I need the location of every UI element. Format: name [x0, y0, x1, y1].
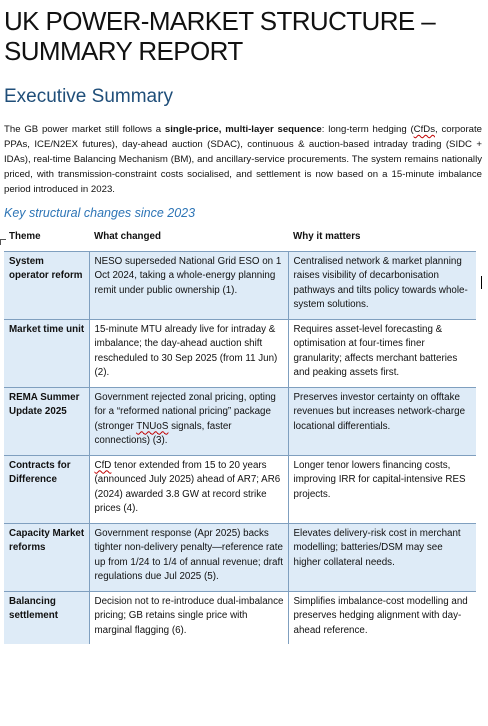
row-why-it-matters: Centralised network & market planning ra…	[287, 250, 476, 319]
row-why-it-matters: Longer tenor lowers financing costs, imp…	[287, 454, 476, 523]
title-line-1: UK POWER-MARKET STRUCTURE –	[4, 6, 436, 36]
text-cursor	[481, 276, 482, 289]
row-what-changed: Government rejected zonal pricing, optin…	[88, 386, 288, 455]
row-what-changed: CfD tenor extended from 15 to 20 years (…	[88, 454, 288, 523]
summary-paragraph: The GB power market still follows a sing…	[4, 122, 482, 197]
spellcheck-word: CfD	[94, 459, 112, 471]
table-row: System operator reform NESO superseded N…	[4, 250, 476, 319]
table-row: Capacity Market reforms Government respo…	[4, 522, 476, 591]
spellcheck-word: TNUoS	[136, 420, 169, 432]
column-header-theme: Theme	[9, 231, 41, 242]
document-page: UK POWER-MARKET STRUCTURE – SUMMARY REPO…	[0, 6, 488, 644]
table-anchor-marker	[0, 239, 6, 245]
row-theme: Market time unit	[4, 318, 89, 387]
row-what-changed: NESO superseded National Grid ESO on 1 O…	[88, 250, 288, 319]
row-theme: Contracts for Difference	[4, 454, 89, 523]
title-line-2: SUMMARY REPORT	[4, 36, 243, 66]
table-row: Market time unit 15-minute MTU already l…	[4, 318, 476, 387]
row-why-it-matters: Simplifies imbalance-cost modelling and …	[287, 590, 476, 644]
summary-bold-phrase: single-price, multi-layer sequence	[164, 124, 322, 135]
summary-text-1: The GB power market still follows a	[4, 124, 165, 135]
row-text: tenor extended from 15 to 20 years (anno…	[94, 459, 281, 515]
table-header-row: Theme What changed Why it matters	[4, 225, 476, 251]
changes-table: Theme What changed Why it matters System…	[4, 225, 476, 644]
table-row: Balancing settlement Decision not to re-…	[4, 590, 476, 644]
table-row: Contracts for Difference CfD tenor exten…	[4, 454, 476, 523]
row-what-changed: Government response (Apr 2025) backs tig…	[88, 522, 288, 591]
row-text: signals, faster connections) (3).	[94, 420, 232, 447]
row-theme: Capacity Market reforms	[4, 522, 89, 591]
summary-text-2: : long-term hedging (	[321, 124, 414, 135]
row-why-it-matters: Elevates delivery-risk cost in merchant …	[287, 522, 476, 591]
row-why-it-matters: Preserves investor certainty on offtake …	[287, 386, 476, 455]
row-theme: REMA Summer Update 2025	[4, 386, 89, 455]
row-theme: System operator reform	[4, 250, 89, 319]
spellcheck-word: CfDs	[413, 124, 435, 135]
row-text: Government rejected zonal pricing, optin…	[94, 391, 276, 432]
row-theme: Balancing settlement	[4, 590, 89, 644]
section-heading: Executive Summary	[4, 86, 173, 107]
row-what-changed: 15-minute MTU already live for intraday …	[88, 318, 288, 387]
column-header-why-it-matters: Why it matters	[293, 231, 361, 242]
row-why-it-matters: Requires asset-level forecasting & optim…	[287, 318, 476, 387]
column-header-what-changed: What changed	[94, 231, 161, 242]
summary-text-3: , corporate PPAs, ICE/N2EX futures), day…	[4, 124, 482, 195]
table-row: REMA Summer Update 2025 Government rejec…	[4, 386, 476, 455]
row-what-changed: Decision not to re-introduce dual-imbala…	[88, 590, 288, 644]
document-title: UK POWER-MARKET STRUCTURE – SUMMARY REPO…	[4, 6, 482, 66]
table-heading: Key structural changes since 2023	[4, 206, 196, 220]
